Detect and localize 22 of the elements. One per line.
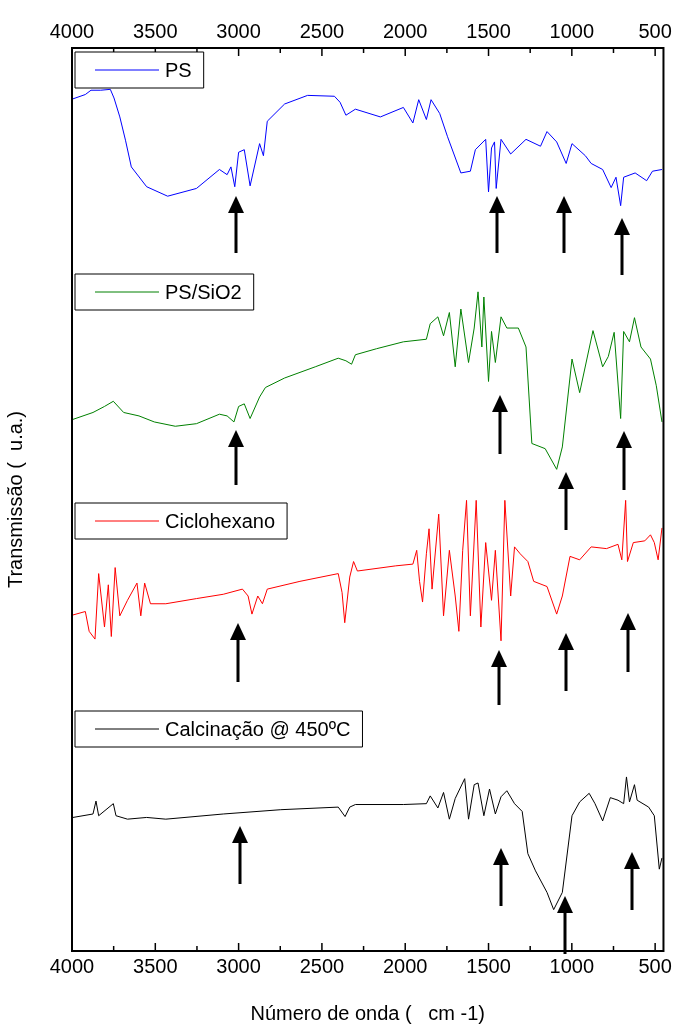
- legend-label: Ciclohexano: [165, 509, 276, 532]
- x-tick-label: 1500: [466, 954, 511, 977]
- x2-tick-label: 3000: [216, 19, 261, 42]
- legend-label: PS: [165, 58, 192, 81]
- x2-tick-label: 500: [638, 19, 672, 42]
- x-tick-label: 2000: [382, 954, 428, 977]
- legend-label: Calcinação @ 450ºC: [165, 717, 351, 740]
- x2-tick-label: 1000: [549, 19, 595, 42]
- x2-tick-label: 1500: [466, 19, 511, 42]
- x-tick-label: 2500: [299, 954, 345, 977]
- x-tick-label: 4000: [49, 954, 95, 977]
- x2-tick-label: 2500: [299, 19, 345, 42]
- x-tick-label: 3000: [216, 954, 261, 977]
- x2-tick-label: 2000: [382, 19, 428, 42]
- x-tick-label: 1000: [549, 954, 595, 977]
- x-tick-label: 3500: [133, 954, 178, 977]
- x2-tick-label: 3500: [133, 19, 178, 42]
- y-axis-title: Transmissão ( u.a.): [3, 410, 26, 589]
- legend-label: PS/SiO2: [165, 280, 242, 303]
- x-axis-title: Número de onda ( cm -1): [250, 1001, 485, 1024]
- x-tick-label: 500: [638, 954, 672, 977]
- x2-tick-label: 4000: [49, 19, 95, 42]
